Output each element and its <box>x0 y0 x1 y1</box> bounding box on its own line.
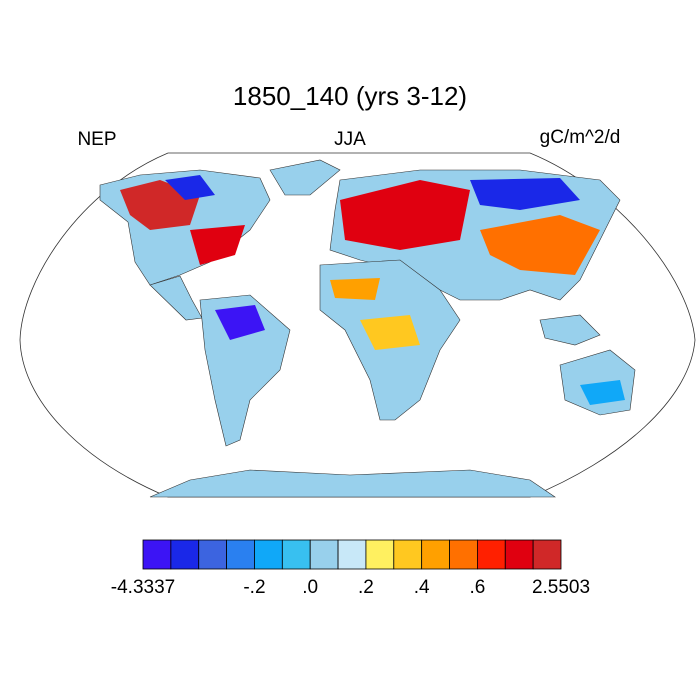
colorbar-box <box>309 539 339 570</box>
patch <box>165 175 215 200</box>
indonesia <box>539 314 601 346</box>
colorbar-box <box>142 539 172 570</box>
colorbar-box <box>532 539 562 570</box>
colorbar-box <box>198 539 228 570</box>
colorbar-label: -4.3337 <box>111 577 175 598</box>
variable-label: NEP <box>77 129 116 150</box>
greenland <box>269 159 341 196</box>
season-label: JJA <box>334 129 366 150</box>
patch <box>470 178 580 210</box>
colorbar-box <box>254 539 283 570</box>
colorbar-box <box>504 539 534 570</box>
patch <box>360 315 420 350</box>
title: 1850_140 (yrs 3-12) <box>233 81 467 111</box>
colorbar-label: 2.5503 <box>532 577 590 598</box>
colorbar-label: .0 <box>302 577 318 598</box>
colorbar-box <box>170 539 200 570</box>
south-america <box>199 294 291 447</box>
map <box>19 152 696 498</box>
patch <box>580 380 625 405</box>
patch <box>480 215 600 275</box>
colorbar-box <box>365 539 395 570</box>
colorbar-box <box>421 539 450 570</box>
patch <box>330 278 380 300</box>
patch <box>190 225 245 265</box>
patch <box>340 180 470 250</box>
colorbar-label: .4 <box>414 577 430 598</box>
colorbar-box <box>337 539 367 570</box>
colorbar-box <box>393 539 423 570</box>
colorbar-box <box>476 539 506 570</box>
colorbar-box <box>449 539 478 570</box>
colorbar-label: -.2 <box>243 577 265 598</box>
antarctica <box>149 469 556 498</box>
colorbar-label: .2 <box>358 577 374 598</box>
central-america <box>149 275 203 321</box>
field-patches <box>120 175 625 405</box>
colorbar: -4.3337 -.2 .0 .2 .4 .6 2.5503 <box>111 539 590 598</box>
colorbar-box <box>281 539 311 570</box>
colorbar-label: .6 <box>469 577 485 598</box>
units-label: gC/m^2/d <box>540 127 621 148</box>
patch <box>215 305 265 340</box>
colorbar-box <box>226 539 255 570</box>
